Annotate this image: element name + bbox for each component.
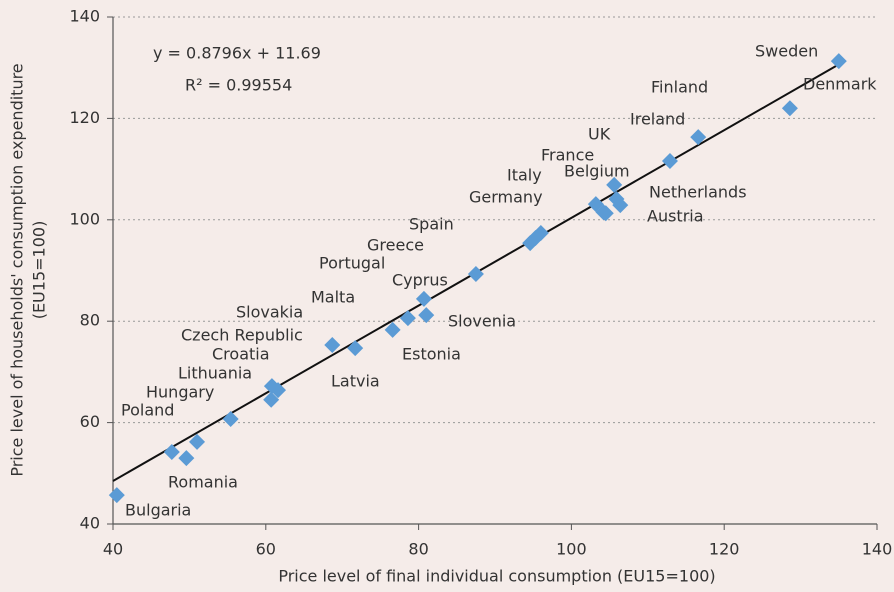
- point: [532, 224, 549, 241]
- annotation: Portugal: [319, 254, 385, 273]
- annotation: Slovakia: [236, 303, 303, 322]
- point: [781, 100, 798, 117]
- point: [270, 382, 287, 399]
- annotation: Italy: [507, 166, 542, 185]
- point: [467, 266, 484, 283]
- point: [612, 197, 629, 214]
- r-squared: R² = 0.99554: [185, 76, 292, 95]
- point: [324, 337, 341, 354]
- point: [415, 290, 432, 307]
- point: [189, 433, 206, 450]
- annotation: Croatia: [212, 345, 270, 364]
- annotation: Czech Republic: [181, 326, 303, 345]
- annotation: Belgium: [564, 162, 630, 181]
- x-tick-label: 100: [556, 540, 587, 559]
- y-axis-label: Price level of households' consumption e…: [8, 63, 27, 476]
- annotation: Romania: [168, 473, 238, 492]
- equation: y = 0.8796x + 11.69: [153, 44, 321, 63]
- annotation: Austria: [647, 207, 704, 226]
- annotation: Latvia: [331, 372, 380, 391]
- point: [347, 340, 364, 357]
- annotation: Lithuania: [178, 364, 252, 383]
- point: [606, 176, 623, 193]
- points: [108, 53, 847, 504]
- annotation: Cyprus: [392, 271, 448, 290]
- annotation: Bulgaria: [125, 501, 191, 520]
- annotation: France: [541, 146, 594, 165]
- x-tick-label: 60: [256, 540, 276, 559]
- point: [595, 204, 612, 221]
- annotation: Spain: [409, 215, 454, 234]
- point: [830, 53, 847, 70]
- x-axis-label: Price level of final individual consumpt…: [278, 567, 715, 586]
- annotation: Slovenia: [448, 312, 516, 331]
- point: [399, 310, 416, 327]
- x-tick-label: 80: [408, 540, 428, 559]
- annotations: Sweden Denmark Finland Ireland UK France…: [121, 42, 877, 520]
- y-tick-label: 140: [69, 7, 100, 26]
- annotation: Hungary: [146, 383, 214, 402]
- annotation: Malta: [311, 288, 355, 307]
- point: [690, 129, 707, 146]
- annotation: Sweden: [755, 42, 818, 61]
- point: [108, 487, 125, 504]
- point: [163, 444, 180, 461]
- annotation: Finland: [651, 78, 708, 97]
- annotation: Ireland: [630, 110, 685, 129]
- point: [418, 307, 435, 324]
- x-tick-label: 120: [709, 540, 740, 559]
- x-tick-label: 40: [103, 540, 123, 559]
- point: [263, 391, 280, 408]
- y-tick-label: 60: [80, 412, 100, 431]
- x-tick-label: 140: [862, 540, 893, 559]
- annotation: Poland: [121, 401, 174, 420]
- point: [178, 450, 195, 467]
- annotation: Germany: [469, 188, 543, 207]
- annotation: UK: [588, 125, 611, 144]
- annotation: Greece: [367, 236, 424, 255]
- annotation: Denmark: [803, 75, 877, 94]
- point: [222, 411, 239, 428]
- grid: [107, 16, 878, 530]
- point: [661, 152, 678, 169]
- point: [384, 321, 401, 338]
- y-tick-label: 40: [80, 514, 100, 533]
- y-tick-label: 80: [80, 311, 100, 330]
- annotation: Netherlands: [649, 183, 747, 202]
- y-tick-label: 120: [69, 108, 100, 127]
- y-axis-label: (EU15=100): [30, 221, 49, 320]
- y-tick-label: 100: [69, 209, 100, 228]
- annotation: Estonia: [402, 345, 461, 364]
